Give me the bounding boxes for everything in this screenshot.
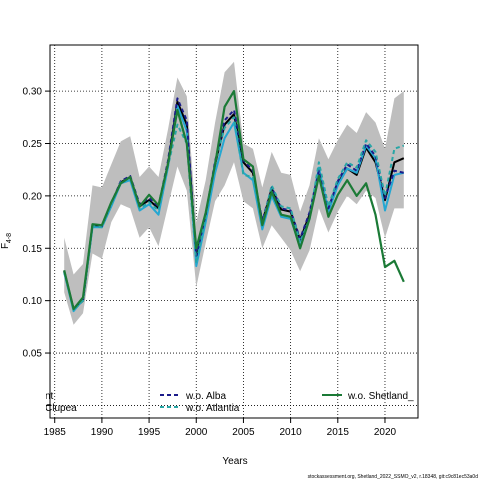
series-line-3 [63,97,405,310]
x-tick-label: 1985 [44,427,67,438]
x-tick-label: 1990 [91,427,114,438]
footer-note: stockassessment.org, Shetland_2022_SSMO_… [308,474,479,480]
y-tick-label: 0.15 [23,244,43,255]
y-tick-label: 0.25 [23,139,43,150]
legend-label-1: w.o. Alba [185,391,226,402]
y-tick-label: 0.10 [23,296,43,307]
y-tick-label: 0.05 [23,349,43,360]
x-tick-label: 2000 [185,427,208,438]
y-tick-label: 0.20 [23,191,43,202]
legend-label-partial-2: Clupea [45,403,77,414]
legend-label-partial-1: nt [45,391,54,402]
x-tick-label: 2005 [232,427,255,438]
plot-layer: 198519901995200020052010201520200.000.05… [0,44,419,438]
x-tick-label: 1995 [138,427,161,438]
series-line-5 [63,90,405,311]
legend-mask-left [0,385,46,415]
x-tick-label: 2015 [327,427,350,438]
legend-label-3: w.o. Shetland_ [347,391,414,402]
x-tick-label: 2020 [374,427,397,438]
x-tick-label: 2010 [279,427,302,438]
x-axis-label: Years [222,456,247,467]
legend-label-2: w.o. Atlantia [185,403,240,414]
plot-frame [49,44,419,419]
y-axis-label-subscript: 4-8 [6,233,13,243]
y-axis-title: F 4-8 [0,233,13,249]
y-axis-label: F [0,243,11,249]
y-tick-label: 0.30 [23,87,43,98]
